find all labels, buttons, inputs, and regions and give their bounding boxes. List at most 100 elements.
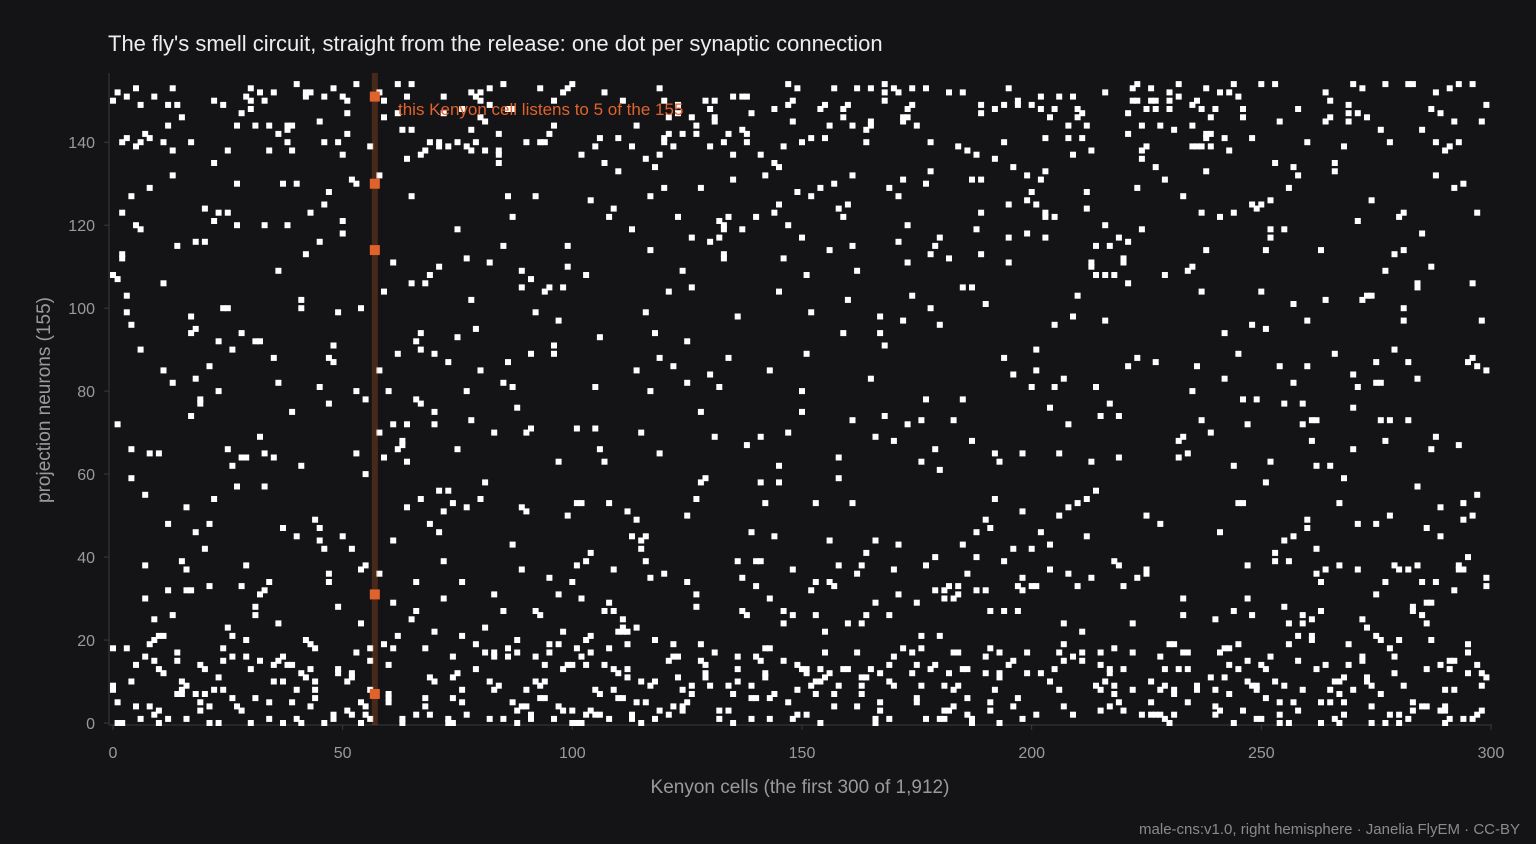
connection-dot (537, 85, 544, 92)
connection-dot (886, 661, 893, 668)
connection-dot (973, 554, 980, 561)
connection-dot (335, 139, 342, 146)
connection-dot (734, 313, 741, 320)
connection-dot (312, 695, 319, 702)
connection-dot (146, 641, 153, 648)
connection-dot (1396, 720, 1403, 726)
connection-dot (151, 93, 158, 100)
connection-dot (1446, 85, 1453, 92)
y-tick-label: 100 (68, 301, 95, 318)
connection-dot (1226, 661, 1233, 668)
connection-dot (1042, 209, 1049, 216)
connection-dot (1005, 201, 1012, 208)
connection-dot (275, 379, 282, 386)
connection-dot (523, 508, 530, 515)
connection-dot (1322, 296, 1329, 303)
connection-dot (840, 114, 847, 121)
connection-dot (987, 707, 994, 714)
connection-dot (1148, 97, 1155, 104)
connection-dot (1469, 715, 1476, 722)
connection-dot (1469, 81, 1476, 88)
connection-dot (1295, 707, 1302, 714)
connection-dot (978, 176, 985, 183)
connection-dot (1102, 222, 1109, 229)
connection-dot (321, 139, 328, 146)
connection-dot (890, 85, 897, 92)
connection-dot (546, 649, 553, 656)
connection-dot (679, 703, 686, 710)
connection-dot (1423, 620, 1430, 627)
connection-dot (789, 612, 796, 619)
connection-dot (133, 661, 139, 668)
connection-dot (1106, 670, 1113, 677)
connection-dot (532, 193, 539, 200)
connection-dot (900, 118, 907, 125)
connection-dot (964, 711, 971, 718)
connection-dot (477, 114, 484, 121)
connection-dot (1235, 350, 1242, 357)
connection-dot (459, 632, 466, 639)
connection-dot (1465, 649, 1471, 656)
connection-dot (1258, 715, 1265, 722)
connection-dot (1313, 417, 1320, 424)
connection-dot (822, 674, 828, 681)
connection-dot (491, 649, 498, 656)
connection-dot (358, 699, 364, 706)
connection-dot (766, 595, 773, 602)
connection-dot (959, 541, 966, 548)
connection-dot (505, 645, 511, 652)
connection-dot (1465, 359, 1471, 366)
connection-dot (123, 645, 130, 652)
connection-dot (1354, 218, 1361, 224)
connection-dot (1469, 354, 1476, 361)
connection-dot (160, 670, 167, 677)
connection-dot (1262, 479, 1269, 486)
connection-dot (748, 529, 755, 536)
connection-dot (803, 670, 810, 677)
connection-dot (192, 691, 199, 697)
connection-dot (762, 645, 769, 652)
connection-dot (844, 201, 851, 208)
connection-dot (642, 558, 649, 565)
connection-dot (192, 325, 199, 332)
connection-dot (528, 425, 534, 432)
connection-dot (1037, 176, 1044, 183)
connection-dot (555, 591, 562, 598)
connection-dot (1258, 661, 1265, 668)
connection-dot (1115, 234, 1122, 241)
connection-dot (257, 591, 263, 598)
connection-dot (344, 678, 351, 685)
connection-dot (822, 628, 828, 635)
connection-dot (1120, 583, 1127, 590)
connection-dot (1074, 500, 1081, 507)
connection-dot (803, 711, 810, 718)
connection-dot (1465, 554, 1471, 561)
connection-dot (583, 272, 590, 278)
connection-dot (1194, 97, 1200, 104)
connection-dot (1483, 574, 1490, 581)
connection-dot (1019, 715, 1026, 722)
connection-dot (1074, 114, 1081, 121)
connection-dot (1391, 562, 1398, 569)
connection-dot (1386, 139, 1393, 146)
connection-dot (413, 608, 420, 614)
connection-dot (780, 143, 787, 150)
connection-dot (1014, 583, 1021, 590)
connection-dot (1240, 106, 1246, 112)
connection-dot (1327, 699, 1334, 706)
connection-dot (895, 541, 902, 548)
connection-dot (417, 496, 424, 502)
connection-dot (385, 691, 392, 697)
connection-dot (941, 587, 948, 594)
connection-dot (1212, 106, 1219, 112)
connection-dot (330, 359, 337, 366)
connection-dot (835, 475, 842, 482)
y-tick-label: 60 (77, 467, 95, 484)
connection-dot (284, 222, 291, 229)
connection-dot (1088, 263, 1095, 270)
connection-dot (183, 682, 190, 689)
connection-dot (854, 703, 861, 710)
connection-dot (1226, 691, 1233, 697)
connection-dot (776, 288, 782, 295)
connection-dot (500, 242, 507, 249)
